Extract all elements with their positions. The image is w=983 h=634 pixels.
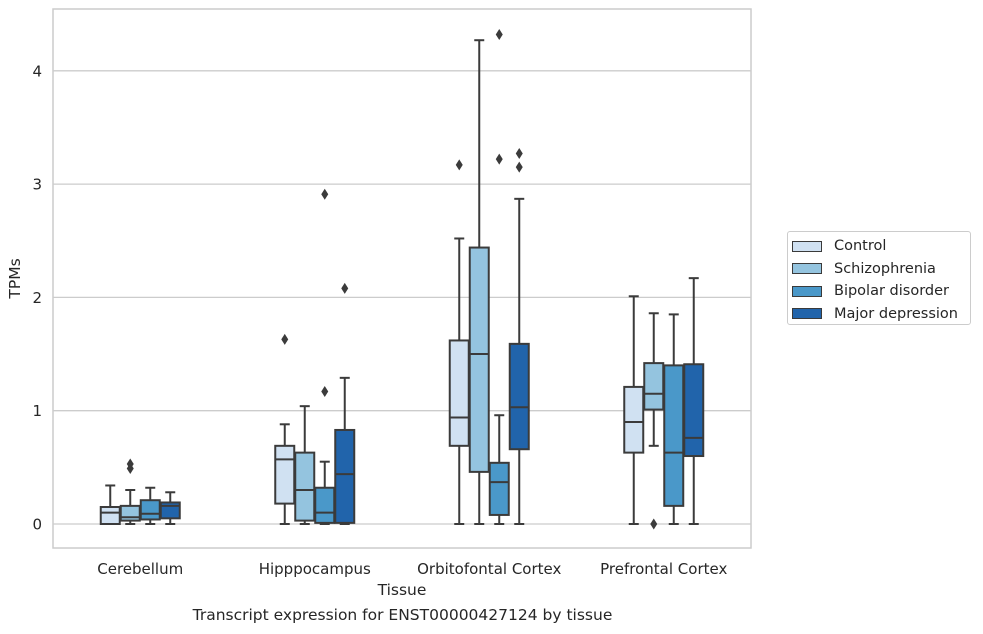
plot-frame [52, 8, 752, 549]
box-iqr [139, 499, 161, 521]
box-iqr [468, 246, 490, 473]
legend-label: Major depression [834, 305, 958, 322]
box-bipolar-disorder [488, 29, 510, 525]
outlier-point [321, 385, 329, 397]
box-schizophrenia [294, 405, 316, 525]
box-control [274, 333, 296, 525]
y-axis-title: TPMs [6, 258, 24, 299]
y-tick-label: 4 [32, 62, 42, 80]
box-iqr [488, 461, 510, 516]
y-tick-label: 0 [32, 516, 42, 534]
box-major-depression [508, 148, 530, 525]
legend-swatch [792, 285, 822, 297]
box-bipolar-disorder [663, 313, 685, 525]
box-iqr [294, 451, 316, 522]
box-iqr [508, 342, 530, 451]
outlier-point [515, 161, 523, 173]
outlier-point [515, 148, 523, 160]
box-iqr [314, 486, 336, 524]
gridlines [53, 70, 751, 525]
box-major-depression [334, 282, 356, 525]
box-iqr [623, 385, 645, 454]
outlier-point [495, 29, 503, 41]
box-plot-series [99, 29, 705, 530]
legend-label: Schizophrenia [834, 260, 936, 277]
x-tick-label: Prefrontal Cortex [600, 560, 727, 578]
box-schizophrenia [468, 39, 490, 525]
outlier-point [281, 333, 289, 345]
y-tick-label: 1 [32, 402, 42, 420]
box-iqr [99, 506, 121, 526]
legend-item: Control [792, 235, 970, 258]
legend: Control Schizophrenia Bipolar disorder Majo… [787, 231, 971, 325]
outlier-point [495, 153, 503, 165]
x-axis-title: Tissue [377, 581, 427, 599]
legend-swatch [792, 240, 822, 252]
box-control [99, 484, 121, 526]
box-iqr [334, 428, 356, 524]
legend-item: Major depression [792, 303, 970, 326]
legend-label: Control [834, 238, 887, 255]
x-tick-label: Cerebellum [97, 560, 183, 578]
legend-swatch [792, 308, 822, 320]
box-iqr [683, 363, 705, 458]
box-iqr [663, 364, 685, 507]
outlier-point [321, 188, 329, 200]
y-tick-label: 2 [32, 289, 42, 307]
box-control [623, 295, 645, 525]
box-iqr [119, 504, 141, 522]
box-major-depression [683, 277, 705, 525]
legend-label: Bipolar disorder [834, 283, 949, 300]
box-iqr [159, 501, 181, 520]
y-tick-label: 3 [32, 176, 42, 194]
x-tick-label: Hipppocampus [259, 560, 371, 578]
box-bipolar-disorder [314, 188, 336, 525]
y-tick-labels: 0 1 2 3 4 [32, 62, 42, 533]
box-iqr [448, 339, 470, 447]
box-major-depression [159, 491, 181, 525]
legend-item: Schizophrenia [792, 258, 970, 281]
box-schizophrenia [119, 458, 141, 525]
x-tick-labels: Cerebellum Hipppocampus Orbitofontal Corte… [97, 560, 727, 578]
outlier-point [126, 458, 134, 470]
chart-title: Transcript expression for ENST0000042712… [192, 606, 613, 624]
legend-item: Bipolar disorder [792, 280, 970, 303]
outlier-point [650, 518, 658, 530]
outlier-point [455, 159, 463, 171]
box-control [448, 159, 470, 525]
outlier-point [341, 282, 349, 294]
box-schizophrenia [643, 312, 665, 530]
box-bipolar-disorder [139, 486, 161, 525]
legend-swatch [792, 263, 822, 275]
x-tick-label: Orbitofontal Cortex [417, 560, 561, 578]
box-iqr [643, 362, 665, 411]
box-iqr [274, 444, 296, 505]
